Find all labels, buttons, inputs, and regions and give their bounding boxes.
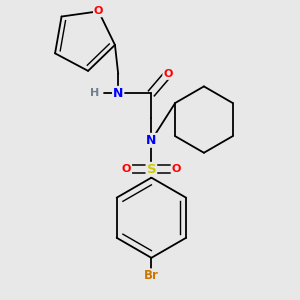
Text: O: O	[94, 6, 103, 16]
Text: H: H	[90, 88, 99, 98]
Text: Br: Br	[144, 269, 159, 282]
Text: O: O	[172, 164, 181, 174]
Text: O: O	[163, 69, 173, 79]
Text: N: N	[146, 134, 157, 147]
Text: S: S	[147, 163, 156, 176]
Text: O: O	[122, 164, 131, 174]
Text: N: N	[113, 87, 123, 100]
